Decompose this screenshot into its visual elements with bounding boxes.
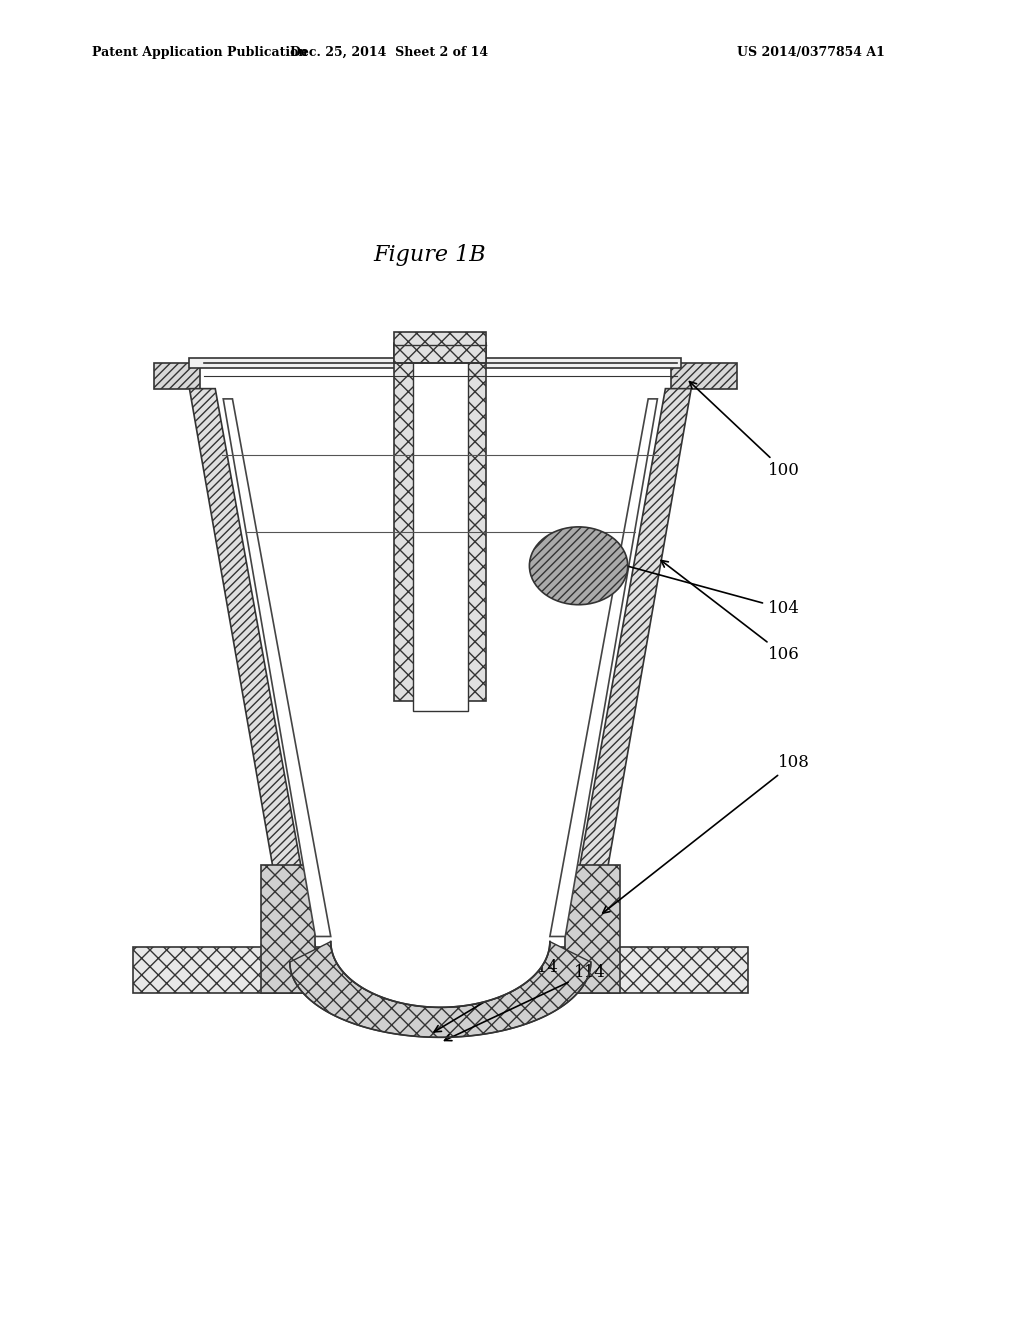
Ellipse shape (529, 527, 628, 605)
Text: 104: 104 (593, 556, 800, 618)
FancyBboxPatch shape (413, 343, 468, 711)
Polygon shape (331, 941, 550, 1007)
FancyBboxPatch shape (671, 363, 737, 388)
FancyBboxPatch shape (565, 865, 620, 993)
Polygon shape (550, 399, 657, 936)
Text: Figure 1B: Figure 1B (374, 244, 486, 265)
Text: Dec. 25, 2014  Sheet 2 of 14: Dec. 25, 2014 Sheet 2 of 14 (290, 46, 488, 59)
Text: 114: 114 (434, 958, 559, 1032)
Polygon shape (565, 388, 691, 946)
Text: 114: 114 (444, 964, 605, 1040)
Text: 108: 108 (603, 754, 810, 913)
FancyBboxPatch shape (133, 946, 748, 993)
Polygon shape (223, 399, 331, 936)
FancyBboxPatch shape (154, 363, 200, 388)
FancyBboxPatch shape (394, 343, 486, 701)
Polygon shape (189, 388, 315, 946)
Text: 106: 106 (662, 561, 800, 664)
FancyBboxPatch shape (394, 333, 486, 363)
Text: 100: 100 (689, 381, 800, 479)
FancyBboxPatch shape (261, 865, 315, 993)
Text: US 2014/0377854 A1: US 2014/0377854 A1 (737, 46, 885, 59)
Text: Patent Application Publication: Patent Application Publication (92, 46, 307, 59)
FancyBboxPatch shape (189, 358, 681, 368)
Polygon shape (290, 941, 591, 1038)
